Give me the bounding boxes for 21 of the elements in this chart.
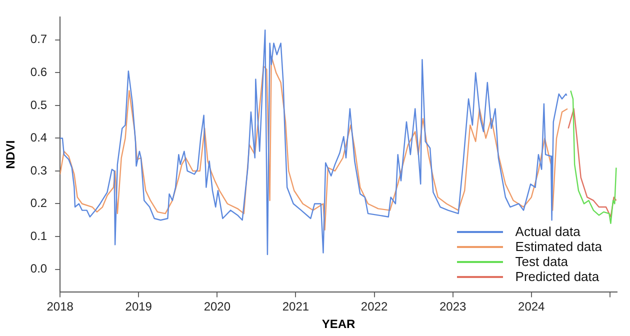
x-tick-label: 2022: [360, 300, 388, 314]
x-tick-label: 2023: [439, 300, 466, 314]
x-axis-title: YEAR: [322, 317, 356, 332]
legend-label: Test data: [515, 254, 568, 269]
x-tick-label: 2019: [125, 300, 152, 314]
y-tick-label: 0.4: [30, 130, 48, 145]
y-tick-label: 0.3: [30, 163, 48, 178]
y-tick-label: 0.6: [30, 65, 48, 80]
x-tick-label: 2024: [518, 300, 546, 314]
y-tick-label: 0.1: [30, 228, 48, 243]
x-tick-label: 2021: [282, 300, 310, 314]
y-tick-label: 0.5: [30, 98, 48, 112]
y-axis-title: NDVI: [4, 140, 18, 169]
y-tick-label: 0.7: [30, 32, 48, 46]
x-tick-label: 2018: [46, 300, 74, 314]
y-tick-label: 0.0: [30, 262, 48, 276]
legend-label: Actual data: [515, 224, 580, 239]
legend-label: Predicted data: [515, 269, 600, 284]
y-tick-label: 0.2: [30, 196, 48, 210]
x-tick-label: 2020: [204, 300, 231, 314]
legend-label: Estimated data: [515, 239, 602, 254]
